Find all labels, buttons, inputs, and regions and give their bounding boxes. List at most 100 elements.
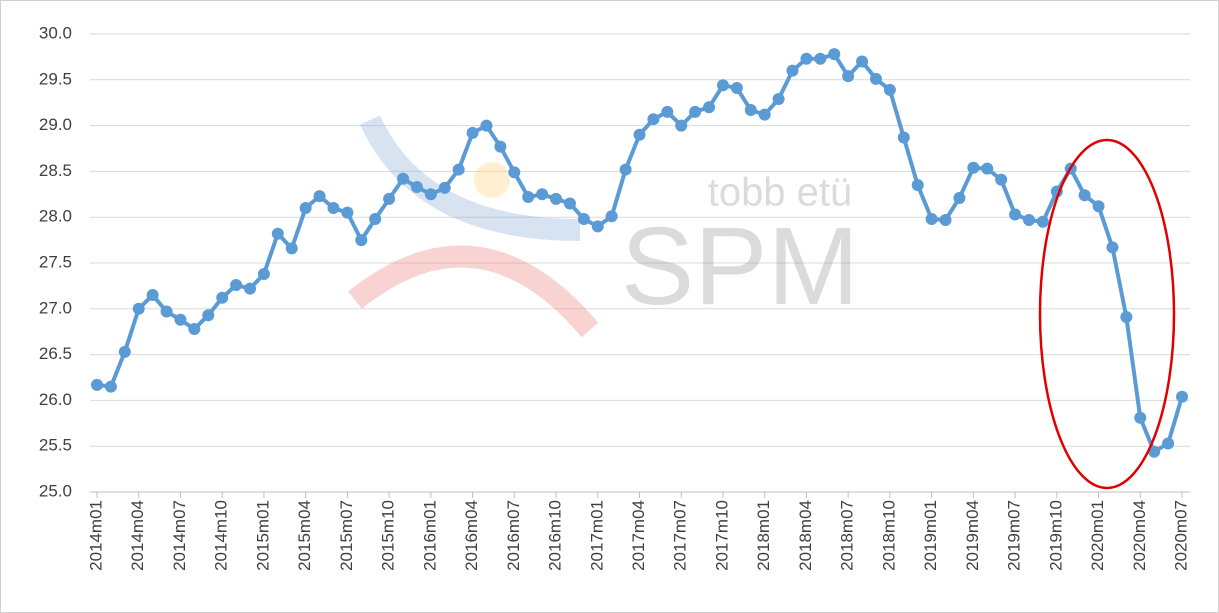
data-point (383, 192, 396, 205)
data-point (1134, 411, 1147, 424)
data-point (1092, 200, 1105, 213)
data-point (1009, 208, 1022, 221)
x-tick-label: 2018m10 (879, 500, 898, 571)
data-point (897, 131, 910, 144)
data-point (633, 128, 646, 141)
data-point (438, 181, 451, 194)
data-point (883, 83, 896, 96)
x-tick-label: 2016m10 (546, 500, 565, 571)
watermark: tobb etü SPM (348, 115, 859, 338)
data-point (939, 213, 952, 226)
data-point (869, 72, 882, 85)
data-point (452, 163, 465, 176)
data-point (285, 242, 298, 255)
data-point (911, 179, 924, 192)
watermark-dot (474, 162, 510, 198)
data-point (856, 55, 869, 68)
data-point (967, 161, 980, 174)
data-point (1078, 189, 1091, 202)
y-tick-label: 28.5 (39, 161, 72, 180)
data-point (1176, 390, 1188, 403)
x-tick-label: 2016m01 (420, 500, 439, 571)
data-point (397, 172, 410, 185)
data-point (730, 82, 743, 95)
data-point (1106, 241, 1119, 254)
y-tick-label: 30.0 (39, 23, 72, 42)
data-point (369, 213, 382, 226)
x-tick-label: 2019m10 (1046, 500, 1065, 571)
data-point (605, 210, 618, 223)
x-tick-label: 2017m07 (671, 500, 690, 571)
data-point (91, 378, 103, 391)
data-point (202, 309, 215, 322)
data-point (230, 278, 243, 291)
x-tick-label: 2019m04 (963, 500, 982, 571)
data-point (953, 191, 966, 204)
data-point (480, 119, 493, 132)
data-point (522, 191, 535, 204)
y-tick-label: 25.5 (39, 436, 72, 455)
watermark-swoosh (359, 115, 581, 241)
data-point (619, 163, 632, 176)
data-point (591, 220, 604, 233)
data-point (271, 227, 284, 240)
x-tick-label: 2015m10 (379, 500, 398, 571)
data-point (341, 206, 354, 219)
data-point (160, 305, 173, 318)
y-tick-label: 26.5 (39, 344, 72, 363)
x-tick-label: 2017m01 (587, 500, 606, 571)
x-tick-label: 2014m10 (212, 500, 231, 571)
x-tick-label: 2019m01 (921, 500, 940, 571)
data-point (216, 291, 229, 304)
data-point (758, 108, 771, 121)
x-tick-label: 2020m07 (1171, 500, 1190, 571)
x-tick-label: 2016m07 (504, 500, 523, 571)
watermark-text: SPM (621, 205, 859, 328)
data-point (536, 188, 549, 201)
x-tick-label: 2014m04 (128, 500, 147, 571)
data-point (814, 52, 827, 65)
data-point (257, 267, 270, 280)
x-tick-label: 2018m04 (796, 500, 815, 571)
watermark-text: tobb etü (708, 171, 853, 215)
data-point (647, 113, 660, 126)
x-tick-label: 2017m04 (629, 500, 648, 571)
data-point (550, 192, 563, 205)
data-point (355, 234, 368, 247)
data-point (842, 70, 855, 83)
x-tick-label: 2015m07 (337, 500, 356, 571)
x-tick-label: 2018m01 (754, 500, 773, 571)
data-point (146, 289, 159, 302)
data-point (995, 173, 1008, 186)
data-point (410, 180, 423, 193)
data-point (494, 140, 507, 153)
highlight-ellipse (1038, 138, 1176, 490)
data-point (132, 302, 145, 315)
x-tick-label: 2014m01 (86, 500, 105, 571)
data-point (424, 188, 437, 201)
y-tick-label: 27.0 (39, 298, 72, 317)
y-tick-label: 26.0 (39, 390, 72, 409)
data-point (828, 48, 841, 61)
x-tick-label: 2014m07 (170, 500, 189, 571)
data-point (1022, 213, 1035, 226)
data-point (299, 202, 312, 215)
x-tick-label: 2017m10 (712, 500, 731, 571)
data-point (981, 162, 994, 175)
x-tick-label: 2016m04 (462, 500, 481, 571)
data-point (675, 119, 688, 132)
x-tick-label: 2018m07 (838, 500, 857, 571)
data-point (563, 197, 576, 210)
data-point (1148, 445, 1161, 458)
data-point (1036, 215, 1049, 228)
data-point (1162, 437, 1175, 450)
y-tick-label: 29.0 (39, 115, 72, 134)
data-point (327, 202, 340, 215)
data-point (577, 213, 590, 226)
y-tick-label: 25.0 (39, 481, 72, 500)
data-point (716, 79, 729, 92)
data-point (661, 105, 674, 118)
data-point (689, 105, 702, 118)
